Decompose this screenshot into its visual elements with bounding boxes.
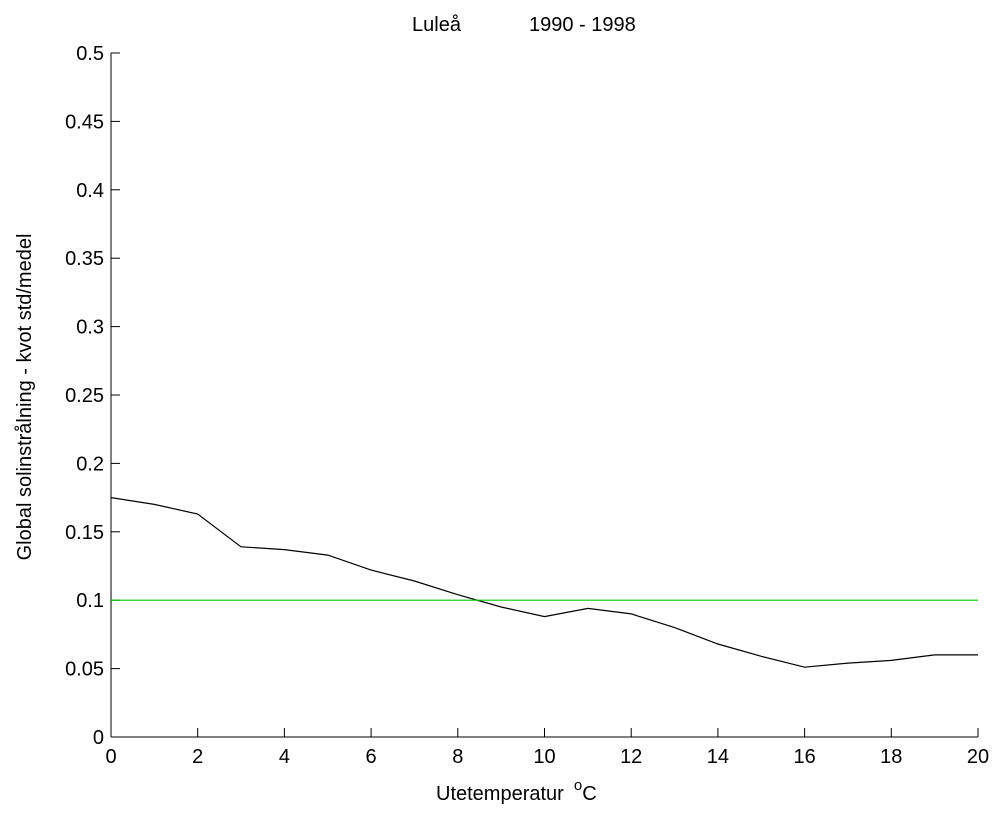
x-tick-label: 18 [880, 746, 902, 768]
plot-area: 0 2 4 6 8 10 12 14 16 18 20 0 0.05 0.1 0.15 0.2 0.25 0.3 0… [65, 43, 989, 768]
x-tick-label: 8 [452, 746, 463, 768]
y-tick-label: 0.3 [76, 317, 104, 339]
y-tick-label: 0.25 [65, 385, 104, 407]
x-axis-unit-superscript: o [574, 777, 582, 794]
x-tick-label: 14 [707, 746, 729, 768]
data-line [110, 497, 978, 668]
x-tick-label: 12 [620, 746, 642, 768]
y-axis-label: Global solinstrålning - kvot std/medel [14, 234, 36, 561]
x-tick-label: 10 [533, 746, 555, 768]
x-tick-label: 4 [279, 746, 290, 768]
chart-title: Luleå [412, 14, 462, 36]
x-tick-label: 0 [105, 746, 116, 768]
x-tick-label: 2 [192, 746, 203, 768]
y-tick-label: 0.4 [76, 180, 104, 202]
y-tick-label: 0.15 [65, 522, 104, 544]
chart-subtitle: 1990 - 1998 [529, 14, 636, 36]
x-tick-label: 20 [967, 746, 989, 768]
x-axis-unit: C [582, 783, 596, 805]
y-tick-label: 0.45 [65, 111, 104, 133]
y-tick-label: 0.35 [65, 248, 104, 270]
y-tick-label: 0.5 [76, 43, 104, 65]
y-tick-label: 0.1 [76, 590, 104, 612]
x-tick-label: 16 [793, 746, 815, 768]
y-tick-label: 0.2 [76, 453, 104, 475]
x-tick-label: 6 [366, 746, 377, 768]
y-tick-label: 0 [93, 727, 104, 749]
y-tick-label: 0.05 [65, 659, 104, 681]
x-axis-label: Utetemperatur oC [436, 777, 597, 805]
